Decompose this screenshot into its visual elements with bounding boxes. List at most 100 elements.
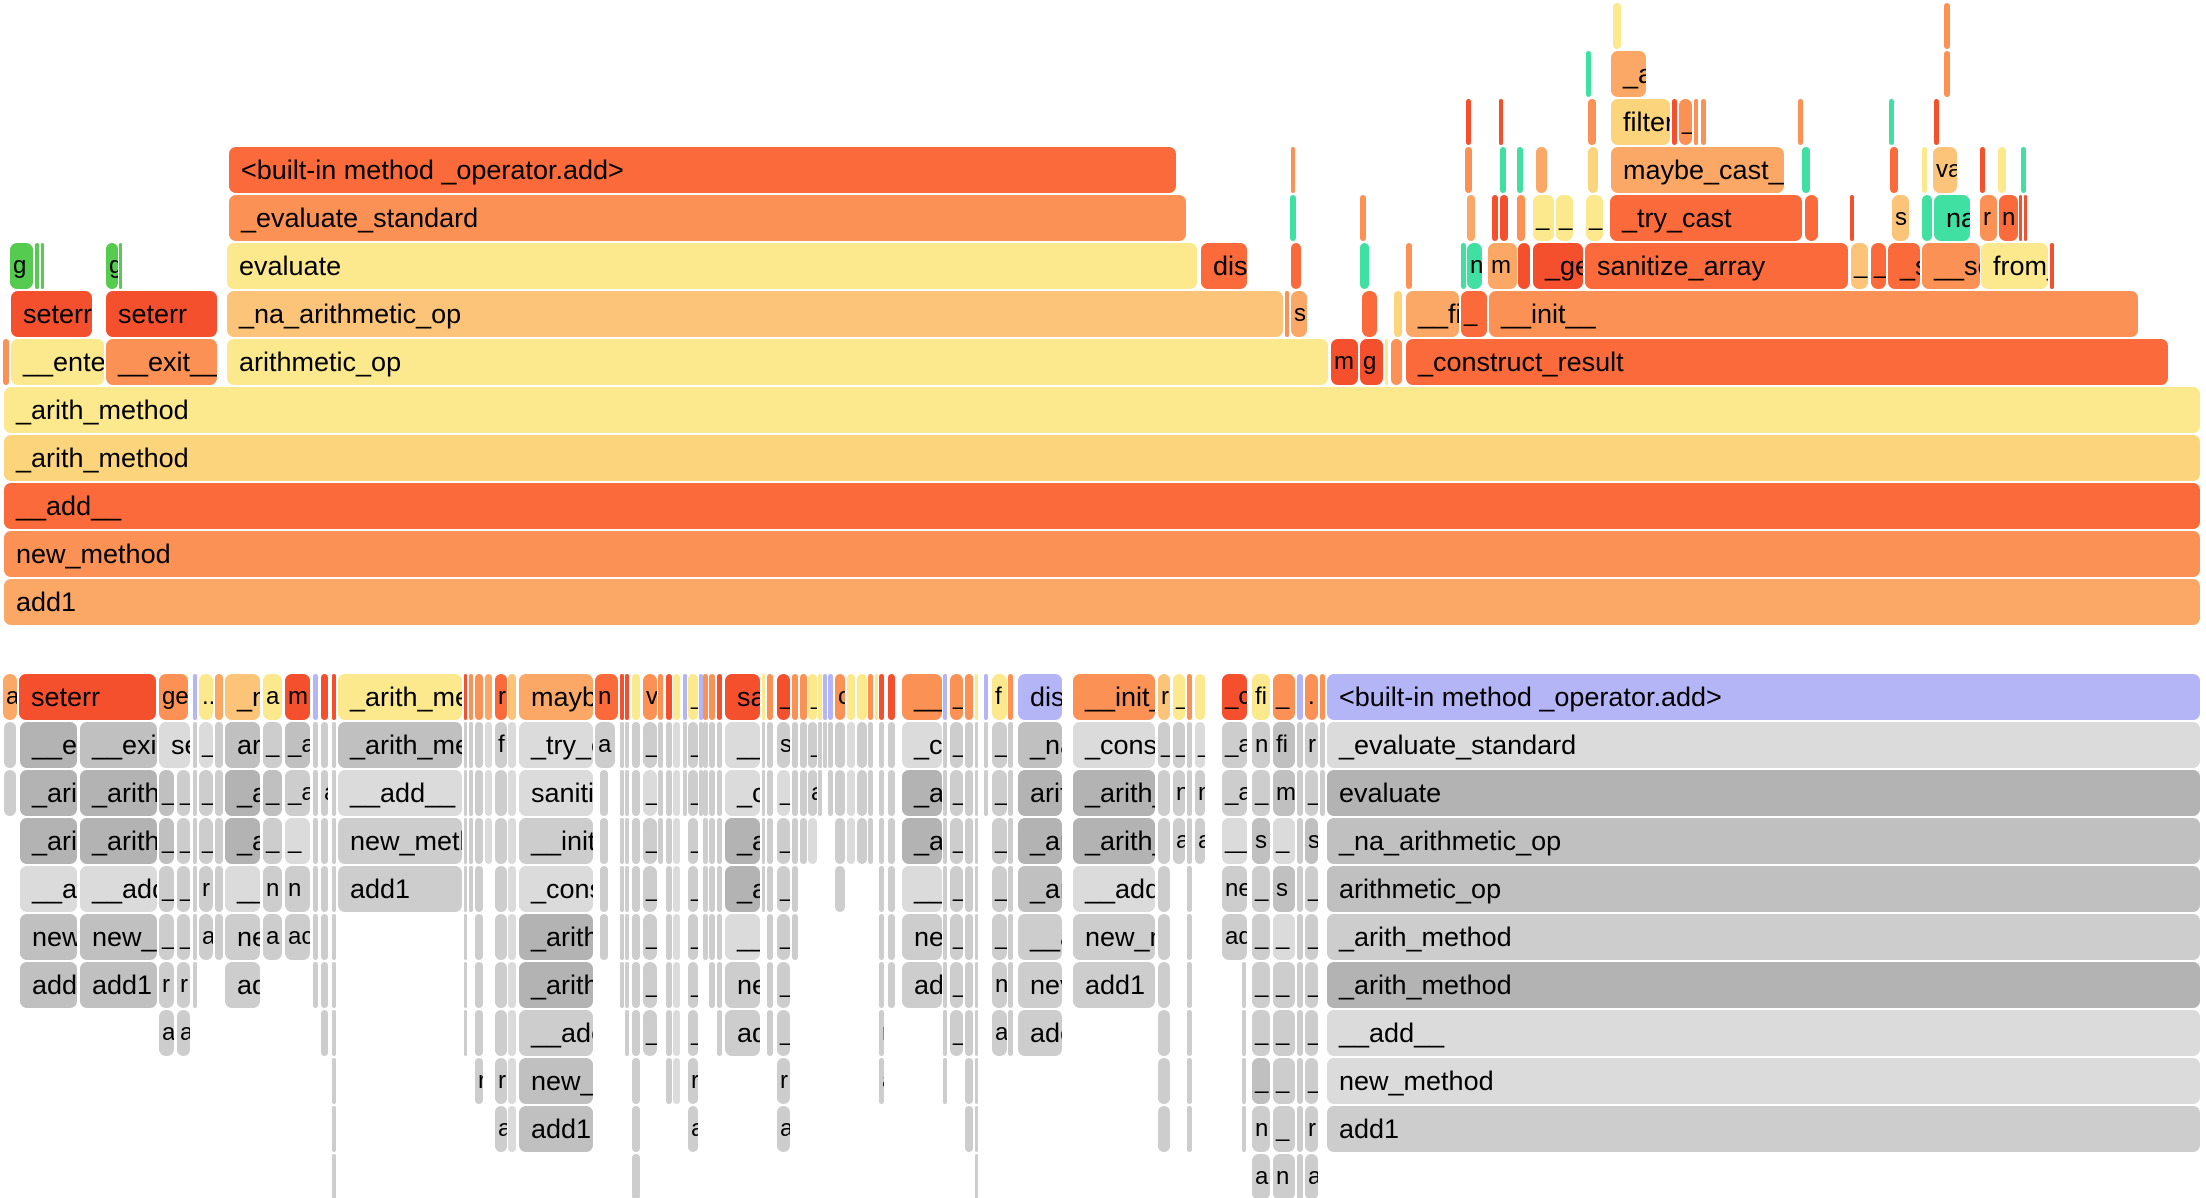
flame-frame-sliver[interactable] (215, 818, 223, 864)
flame-frame-built-in-method-operator-add[interactable]: <built-in method _operator.add> (229, 147, 1176, 193)
flame-frame-sliver[interactable] (313, 770, 318, 816)
flame-frame-r[interactable]: r (688, 1058, 698, 1104)
flame-frame-sliver[interactable] (485, 770, 492, 816)
flame-frame-sliver[interactable] (1394, 291, 1402, 337)
flame-frame-sliver[interactable] (321, 674, 328, 720)
flame-frame-sliver[interactable] (1291, 243, 1301, 289)
flame-frame-sliver[interactable] (2019, 195, 2022, 241)
flame-frame-sliver[interactable] (1158, 914, 1170, 960)
flame-frame-sliver[interactable] (332, 1058, 336, 1104)
flame-frame-sliver[interactable] (332, 1106, 336, 1152)
flame-frame-f[interactable]: f (992, 674, 1007, 720)
flame-frame-sliver[interactable] (1320, 722, 1325, 768)
flame-frame-sliver[interactable] (1998, 147, 2006, 193)
flame-frame-sliver[interactable] (792, 770, 798, 816)
flame-frame-a[interactable]: a (199, 914, 213, 960)
flame-frame-sliver[interactable] (485, 818, 492, 864)
flame-frame-sliver[interactable] (703, 770, 708, 816)
flame-frame-sliver[interactable] (632, 866, 640, 912)
flame-frame-exit[interactable]: __exit (80, 722, 157, 768)
flame-frame-ar[interactable]: _ar (902, 770, 942, 816)
flame-frame-sliver[interactable] (658, 818, 663, 864)
flame-frame-sliver[interactable] (1158, 770, 1170, 816)
flame-frame-sliver[interactable] (1297, 1154, 1303, 1198)
flame-frame-r[interactable]: r (777, 1058, 790, 1104)
flame-frame-na-arithmetic-op[interactable]: _na_arithmetic_op (227, 291, 1283, 337)
flame-frame-sliver[interactable] (1297, 818, 1303, 864)
flame-frame-sliver[interactable] (1586, 51, 1591, 97)
flame-frame-sliver[interactable] (1517, 147, 1523, 193)
flame-frame-sliver[interactable] (943, 866, 947, 912)
flame-frame-sliver[interactable] (762, 674, 765, 720)
flame-frame-sliver[interactable] (313, 722, 318, 768)
flame-frame-[interactable]: _ (808, 674, 817, 720)
flame-frame-sliver[interactable] (625, 914, 629, 960)
flame-frame-adc[interactable]: __adc (519, 1010, 593, 1056)
flame-frame-sliver[interactable] (332, 674, 336, 720)
flame-frame-add[interactable]: __add__ (338, 770, 462, 816)
flame-frame-[interactable]: _ (177, 770, 190, 816)
flame-frame-adc[interactable]: adc (1018, 1010, 1062, 1056)
flame-frame-sliver[interactable] (1297, 722, 1303, 768)
flame-frame-cc[interactable]: _cc (902, 722, 942, 768)
flame-frame-sliver[interactable] (215, 770, 223, 816)
flame-frame-[interactable]: _ (263, 818, 282, 864)
flame-frame-[interactable]: __ (725, 722, 760, 768)
flame-frame-sliver[interactable] (193, 674, 197, 720)
flame-frame-r[interactable]: r (177, 962, 190, 1008)
flame-frame-sliver[interactable] (800, 674, 807, 720)
flame-frame-sliver[interactable] (625, 1010, 629, 1056)
flame-frame-[interactable]: . (1305, 674, 1318, 720)
flame-frame-sliver[interactable] (1187, 770, 1192, 816)
flame-frame-sliver[interactable] (673, 914, 680, 960)
flame-frame-sliver[interactable] (469, 818, 473, 864)
flame-frame-sliver[interactable] (1290, 195, 1296, 241)
flame-frame-[interactable]: _ (159, 818, 174, 864)
flame-frame-sliver[interactable] (658, 770, 663, 816)
flame-frame-ac[interactable]: ac (285, 914, 310, 960)
flame-frame-sliver[interactable] (475, 770, 483, 816)
flame-frame-sliver[interactable] (1187, 722, 1192, 768)
flame-frame-sliver[interactable] (4, 722, 16, 768)
flame-frame-[interactable]: _ (1305, 1058, 1318, 1104)
flame-frame-c[interactable]: c (835, 674, 845, 720)
flame-frame-sliver[interactable] (875, 674, 878, 720)
flame-frame-sliver[interactable] (625, 674, 629, 720)
flame-frame-sliver[interactable] (683, 674, 687, 720)
flame-frame-arithmetic-op[interactable]: arithmetic_op (227, 339, 1328, 385)
flame-frame-ad[interactable]: ad (225, 962, 260, 1008)
flame-frame-[interactable]: _ (1273, 1106, 1295, 1152)
flame-frame-sliver[interactable] (1805, 195, 1818, 241)
flame-frame-sliver[interactable] (888, 914, 895, 960)
flame-frame-[interactable]: _ (992, 722, 1007, 768)
flame-frame-[interactable]: _ (1305, 1010, 1318, 1056)
flame-frame-sliver[interactable] (332, 770, 336, 816)
flame-frame-ne[interactable]: ne (225, 914, 260, 960)
flame-frame-sliver[interactable] (1187, 914, 1192, 960)
flame-frame-sliver[interactable] (943, 770, 947, 816)
flame-frame-sliver[interactable] (4, 770, 16, 816)
flame-frame-sliver[interactable] (868, 722, 873, 768)
flame-frame-sliver[interactable] (699, 674, 703, 720)
flame-frame-se[interactable]: __se (1922, 243, 1980, 289)
flame-frame-arith-method[interactable]: _arith_method (4, 387, 2200, 433)
flame-frame-sliver[interactable] (1798, 99, 1803, 145)
flame-frame-[interactable]: _ (263, 770, 282, 816)
flame-frame-m[interactable]: m (1488, 243, 1517, 289)
flame-frame-[interactable]: _ (1252, 866, 1270, 912)
flame-frame-sliver[interactable] (632, 1058, 640, 1104)
flame-frame-sliver[interactable] (666, 1010, 672, 1056)
flame-frame-sliver[interactable] (1944, 51, 1950, 97)
flame-frame-r[interactable]: r (1980, 195, 1997, 241)
flame-frame-[interactable]: _ (1273, 914, 1295, 960)
flame-frame-sliver[interactable] (879, 770, 884, 816)
flame-frame-a[interactable]: a (879, 1058, 884, 1104)
flame-frame-add1[interactable]: add1 (4, 579, 2200, 625)
flame-frame-a[interactable]: __a (902, 866, 942, 912)
flame-frame-sliver[interactable] (475, 1010, 483, 1056)
flame-frame-dis[interactable]: dis (1018, 674, 1062, 720)
flame-frame-ari[interactable]: ari (225, 722, 260, 768)
flame-frame-sliver[interactable] (857, 674, 867, 720)
flame-frame-sliver[interactable] (1008, 962, 1013, 1008)
flame-frame-[interactable]: _ (777, 1010, 790, 1056)
